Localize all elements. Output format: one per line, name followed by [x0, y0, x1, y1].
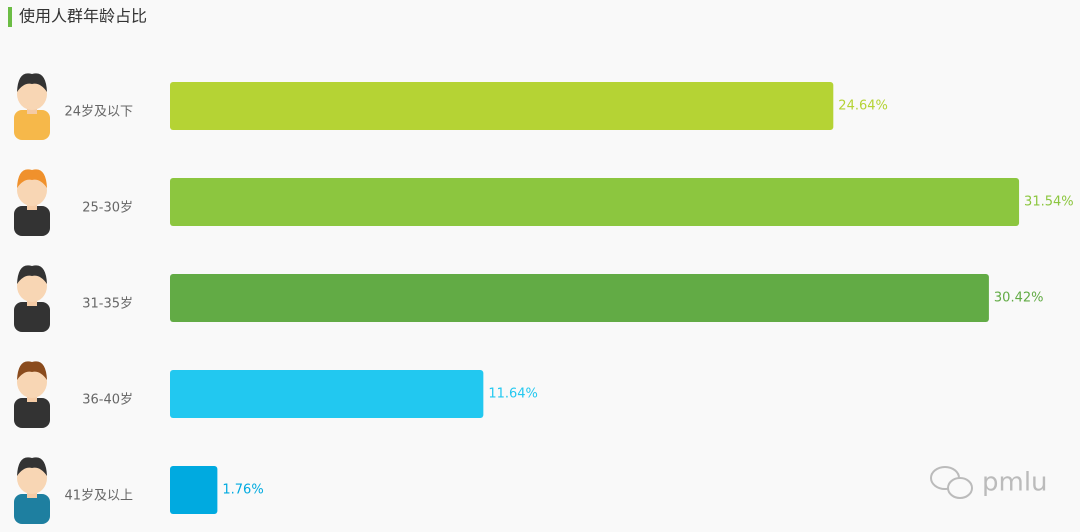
category-label: 41岁及以上	[64, 489, 133, 504]
bar	[170, 466, 218, 514]
value-label: 11.64%	[488, 387, 538, 402]
value-label: 30.42%	[994, 291, 1044, 306]
avatar-face	[17, 462, 47, 494]
avatar-body	[14, 398, 50, 428]
value-label: 1.76%	[222, 483, 263, 498]
category-label: 36-40岁	[82, 393, 133, 408]
avatar-body	[14, 494, 50, 524]
category-label: 25-30岁	[82, 201, 133, 216]
avatar	[14, 73, 50, 140]
avatar-body	[14, 302, 50, 332]
watermark-icon	[930, 466, 973, 499]
avatar-face	[17, 270, 47, 302]
avatar-body	[14, 206, 50, 236]
value-label: 24.64%	[838, 99, 888, 114]
avatar-face	[17, 174, 47, 206]
avatar-hair	[17, 73, 47, 92]
category-label: 31-35岁	[82, 297, 133, 312]
value-label: 31.54%	[1024, 195, 1074, 210]
avatar	[14, 361, 50, 428]
avatar-body	[14, 110, 50, 140]
chart-title: 使用人群年龄占比	[19, 7, 147, 26]
avatar-face	[17, 78, 47, 110]
watermark: pmlu	[982, 468, 1048, 498]
avatar	[14, 169, 50, 236]
avatar-hair	[17, 169, 47, 188]
avatar	[14, 265, 50, 332]
title-marker	[8, 7, 12, 27]
avatar	[14, 457, 50, 524]
category-label: 24岁及以下	[64, 105, 133, 120]
avatar-face	[17, 366, 47, 398]
avatar-hair	[17, 457, 47, 476]
bar	[170, 82, 834, 130]
avatar-hair	[17, 265, 47, 284]
bar	[170, 274, 989, 322]
bar	[170, 178, 1020, 226]
avatar-hair	[17, 361, 47, 380]
bar	[170, 370, 484, 418]
